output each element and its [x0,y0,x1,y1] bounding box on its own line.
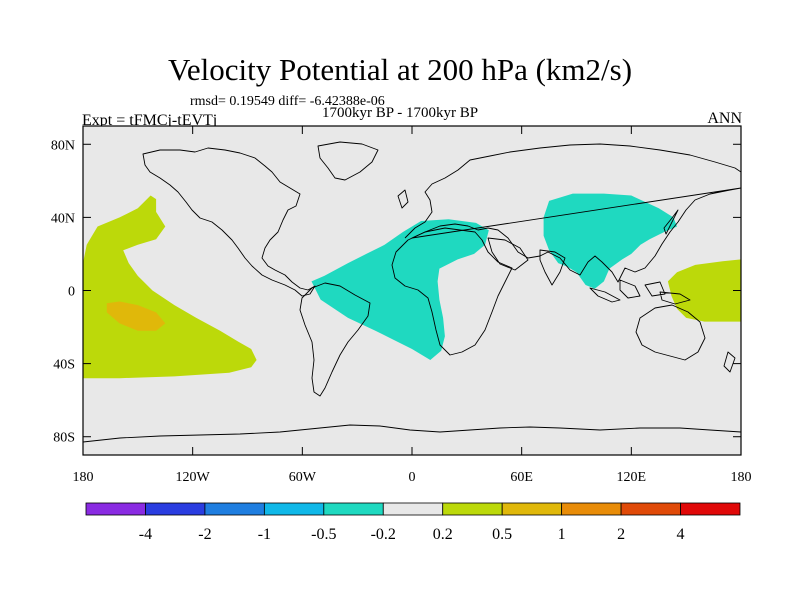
colorbar-swatch [145,502,206,516]
coastline-antarctica [83,424,741,443]
contour-region-west-pacific-positive [667,259,741,322]
x-tick-label: 0 [409,470,416,485]
coastline-eurasia [404,143,741,283]
x-tick-label: 180 [731,470,752,485]
coastline-australia [635,304,706,361]
x-tick-label: 180 [73,470,94,485]
rmsd-caption: rmsd= 0.19549 diff= -6.42388e-06 [190,94,385,109]
contour-region-asia-negative [543,193,677,289]
coastline-arabia [487,237,529,271]
colorbar-label: 2 [617,526,625,543]
plot-title: Velocity Potential at 200 hPa (km2/s) [167,52,633,87]
y-tick-label: 0 [68,285,75,300]
colorbar-label: -0.2 [371,526,396,543]
coastline-north-america [142,147,316,297]
colorbar-swatch [85,502,146,516]
coastline-india [539,249,566,286]
colorbar-label: -0.5 [311,526,336,543]
coastline-british-isles [397,189,409,209]
y-tick-label: 40S [53,358,75,373]
colorbar-swatch [263,502,325,516]
colorbar-swatch [561,502,622,516]
contour-region-atlantic-africa-negative [311,219,489,360]
season-caption: ANN [707,110,742,127]
y-tick-label: 40N [51,211,75,226]
colorbar-swatch [323,502,384,516]
colorbar-label: 4 [677,526,685,543]
colorbar-label: -1 [258,526,271,543]
colorbar-swatch [382,502,444,516]
coastline-africa [391,227,513,356]
x-tick-label: 60E [510,470,533,485]
colorbar-swatch [501,502,563,516]
colorbar-label: 0.2 [433,526,453,543]
coastlines [83,141,741,443]
coastline-new-zealand [723,351,736,373]
x-tick-label: 120E [617,470,647,485]
x-tick-label: 120W [176,470,211,485]
colorbar-label: -2 [198,526,211,543]
colorbar-label: 0.5 [492,526,512,543]
coastline-south-america [299,282,371,397]
colorbar-swatch [204,502,265,516]
x-tick-label: 60W [289,470,317,485]
colorbar-label: 1 [558,526,566,543]
coastline-maritime-continent [589,279,691,305]
coastline-japan [663,209,679,235]
contour-region-east-pacific-positive [83,195,257,379]
contour-region-east-pacific-core [106,301,166,331]
coastline-greenland [317,141,379,181]
experiment-caption: Expt = tFMCj-tEVTj [82,112,218,129]
y-tick-label: 80N [51,138,75,153]
period-caption: 1700kyr BP - 1700kyr BP [322,105,479,121]
colorbar-swatch [620,502,681,516]
y-tick-label: 80S [53,431,75,446]
colorbar-swatch [442,502,503,516]
colorbar-swatch [680,502,741,516]
colorbar-label: -4 [139,526,152,543]
